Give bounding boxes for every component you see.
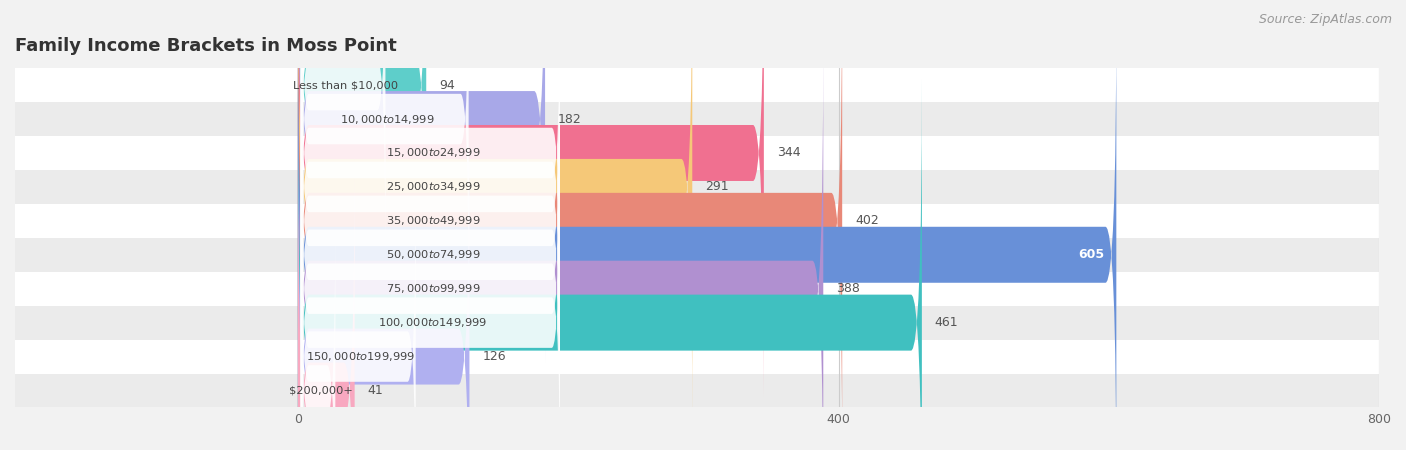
FancyBboxPatch shape: [298, 79, 922, 450]
FancyBboxPatch shape: [301, 0, 560, 331]
Bar: [15, 102, 1379, 136]
Text: 344: 344: [776, 147, 800, 159]
Text: 182: 182: [558, 112, 582, 126]
Text: 94: 94: [439, 79, 454, 92]
FancyBboxPatch shape: [298, 45, 824, 450]
Text: Less than $10,000: Less than $10,000: [294, 80, 398, 90]
FancyBboxPatch shape: [301, 0, 468, 297]
Bar: [15, 340, 1379, 374]
Text: 461: 461: [935, 316, 959, 329]
Text: $75,000 to $99,999: $75,000 to $99,999: [385, 282, 481, 295]
Text: $200,000+: $200,000+: [288, 386, 353, 396]
FancyBboxPatch shape: [298, 0, 763, 396]
Text: $15,000 to $24,999: $15,000 to $24,999: [385, 147, 481, 159]
FancyBboxPatch shape: [298, 147, 354, 450]
Text: 402: 402: [855, 214, 879, 227]
FancyBboxPatch shape: [301, 144, 560, 450]
Text: $50,000 to $74,999: $50,000 to $74,999: [385, 248, 481, 261]
FancyBboxPatch shape: [298, 0, 546, 363]
Text: Source: ZipAtlas.com: Source: ZipAtlas.com: [1258, 14, 1392, 27]
Text: $100,000 to $149,999: $100,000 to $149,999: [378, 316, 488, 329]
Text: 126: 126: [482, 350, 506, 363]
Text: 291: 291: [704, 180, 728, 194]
FancyBboxPatch shape: [301, 178, 416, 450]
Text: $150,000 to $199,999: $150,000 to $199,999: [307, 350, 415, 363]
FancyBboxPatch shape: [298, 113, 470, 450]
Text: 41: 41: [367, 384, 384, 397]
Text: $25,000 to $34,999: $25,000 to $34,999: [385, 180, 481, 194]
Text: $10,000 to $14,999: $10,000 to $14,999: [340, 112, 434, 126]
Bar: [15, 68, 1379, 102]
Text: Family Income Brackets in Moss Point: Family Income Brackets in Moss Point: [15, 37, 396, 55]
FancyBboxPatch shape: [298, 0, 692, 430]
FancyBboxPatch shape: [301, 76, 560, 433]
FancyBboxPatch shape: [298, 0, 426, 328]
Bar: [15, 136, 1379, 170]
FancyBboxPatch shape: [298, 0, 842, 450]
Bar: [15, 306, 1379, 340]
FancyBboxPatch shape: [301, 42, 560, 399]
Bar: [15, 204, 1379, 238]
Bar: [15, 170, 1379, 204]
FancyBboxPatch shape: [301, 212, 336, 450]
FancyBboxPatch shape: [301, 0, 385, 263]
Bar: [15, 374, 1379, 407]
Text: 605: 605: [1078, 248, 1105, 261]
Text: 388: 388: [837, 282, 860, 295]
Bar: [15, 272, 1379, 306]
FancyBboxPatch shape: [298, 11, 1116, 450]
Bar: [15, 238, 1379, 272]
Text: $35,000 to $49,999: $35,000 to $49,999: [385, 214, 481, 227]
FancyBboxPatch shape: [301, 110, 560, 450]
FancyBboxPatch shape: [301, 9, 560, 365]
